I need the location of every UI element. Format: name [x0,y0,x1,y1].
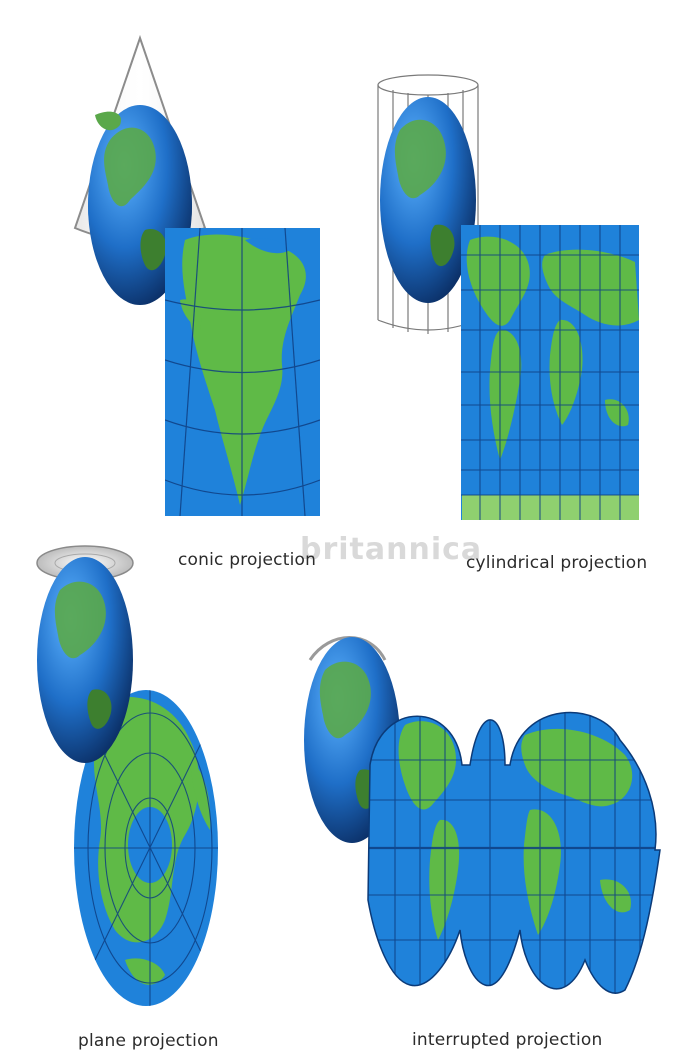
globe-cylindrical [380,97,476,303]
caption-cylindrical: cylindrical projection [466,553,648,573]
conic-map [165,228,320,516]
caption-conic: conic projection [178,550,317,570]
caption-interrupted: interrupted projection [412,1030,603,1050]
plane-projection-panel [36,545,218,1006]
watermark-text: britannica [300,532,483,567]
interrupted-map [367,711,661,994]
cylindrical-projection-panel [377,74,639,520]
conic-projection-panel [73,34,320,516]
plane-map [74,690,218,1006]
caption-plane: plane projection [78,1031,219,1051]
cylindrical-map [461,225,639,520]
interrupted-projection-panel [304,636,661,994]
globe-plane [37,557,133,763]
